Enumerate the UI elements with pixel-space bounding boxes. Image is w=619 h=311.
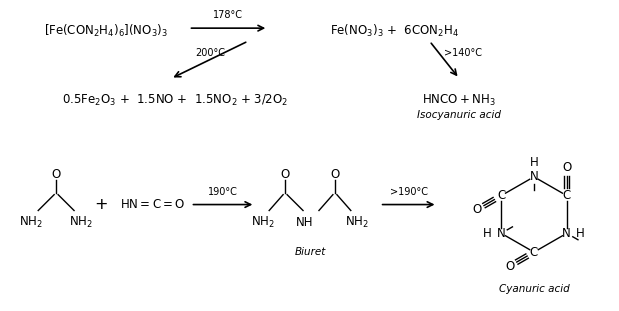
Text: O: O [562,161,571,174]
Text: $\mathregular{NH_2}$: $\mathregular{NH_2}$ [69,215,93,230]
Text: Biuret: Biuret [294,247,326,257]
Text: C: C [497,189,505,202]
Text: N: N [530,170,539,183]
Text: C: C [530,246,538,259]
Text: Isocyanuric acid: Isocyanuric acid [417,110,501,120]
Text: Cyanuric acid: Cyanuric acid [499,284,569,294]
Text: 200°C: 200°C [196,48,225,58]
Text: O: O [331,168,339,181]
Text: $\mathregular{NH_2}$: $\mathregular{NH_2}$ [345,215,369,230]
Text: $\mathregular{0.5Fe_2O_3}$ +  1.5NO +  $\mathregular{1.5NO_2}$ + 3/2$\mathregula: $\mathregular{0.5Fe_2O_3}$ + 1.5NO + $\m… [63,93,288,108]
Text: C: C [563,189,571,202]
Text: >140°C: >140°C [444,48,482,58]
Text: +: + [94,197,108,212]
Text: N: N [563,227,571,240]
Text: O: O [472,203,482,216]
Text: H: H [483,227,491,240]
Text: >190°C: >190°C [389,187,428,197]
Text: O: O [505,259,514,272]
Text: H: H [530,156,539,169]
Text: 178°C: 178°C [214,10,243,20]
Text: $\mathregular{Fe(NO_3)_3}$ +  $\mathregular{6CON_2H_4}$: $\mathregular{Fe(NO_3)_3}$ + $\mathregul… [330,23,459,39]
Text: O: O [280,168,290,181]
Text: $\mathregular{[Fe(CON_2H_4)_6](NO_3)_3}$: $\mathregular{[Fe(CON_2H_4)_6](NO_3)_3}$ [44,23,168,39]
Text: NH: NH [297,216,314,229]
Text: N: N [497,227,506,240]
Text: 190°C: 190°C [207,187,237,197]
Text: H: H [576,227,585,240]
Text: $\mathregular{NH_2}$: $\mathregular{NH_2}$ [19,215,43,230]
Text: $\mathregular{NH_2}$: $\mathregular{NH_2}$ [251,215,275,230]
Text: $\mathregular{HN=C=O}$: $\mathregular{HN=C=O}$ [120,198,185,211]
Text: $\mathregular{HNCO + NH_3}$: $\mathregular{HNCO + NH_3}$ [422,93,496,108]
Text: O: O [51,168,61,181]
